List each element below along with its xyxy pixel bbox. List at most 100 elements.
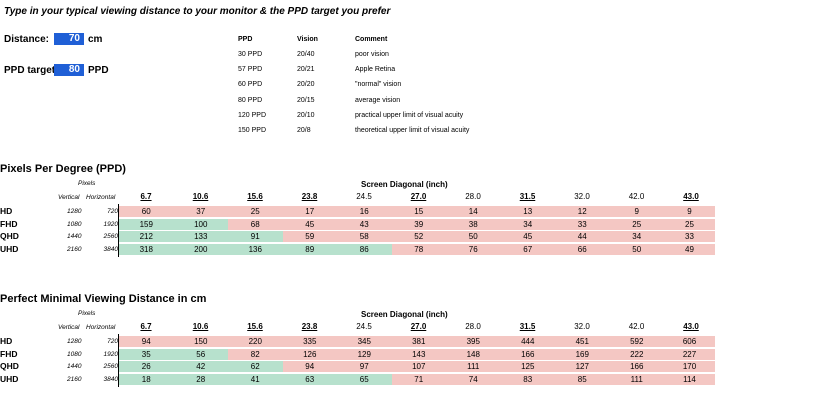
table-cell: 34 (609, 231, 664, 243)
ref-cell-comment: poor vision (355, 51, 389, 58)
screen-size-header: 31.5 (519, 192, 536, 201)
ref-cell-ppd: 120 PPD (238, 111, 267, 119)
horizontal-label: Horizontal (86, 324, 116, 331)
table-cell: 100 (173, 218, 228, 230)
row-label-fhd: FHD (0, 348, 18, 359)
ref-cell-comment: practical upper limit of visual acuity (355, 111, 464, 119)
ppd-target-input[interactable]: 80 (54, 64, 84, 76)
table-cell: 345 (337, 336, 392, 347)
table-cell: 12 (555, 206, 610, 217)
table-cell: 71 (391, 374, 446, 386)
ref-cell-vision: 20/20 (297, 81, 315, 89)
row-label-uhd: UHD (0, 244, 19, 255)
table-cell: 381 (391, 336, 446, 347)
screen-size-header: 42.0 (628, 192, 645, 201)
table-cell: 28 (173, 374, 228, 386)
table-cell: 15 (391, 206, 446, 217)
ref-cell-vision: 20/15 (297, 96, 315, 104)
table-cell: 50 (609, 244, 664, 256)
ppd-target-unit: PPD (88, 65, 109, 76)
table-cell: 166 (500, 348, 555, 360)
table-cell: 34 (500, 218, 555, 230)
table-cell: 94 (119, 336, 174, 347)
table-cell: 220 (228, 336, 283, 347)
table-cell: 14 (446, 206, 501, 217)
screen-size-header: 23.8 (301, 322, 318, 331)
screen-size-header: 28.0 (465, 192, 481, 201)
table-cell: 227 (664, 348, 715, 360)
table-cell: 606 (664, 336, 715, 347)
horizontal-pixels: 720 (107, 208, 118, 215)
screen-size-header: 10.6 (192, 192, 209, 201)
table-cell: 169 (555, 348, 610, 360)
table-cell: 86 (337, 244, 392, 256)
table-cell: 83 (500, 374, 555, 386)
table-cell: 35 (119, 348, 174, 360)
screen-size-header: 28.0 (465, 322, 481, 331)
horizontal-pixels: 1920 (103, 350, 118, 358)
horizontal-pixels: 1920 (103, 220, 118, 228)
table-cell: 127 (555, 361, 610, 373)
intro-text: Type in your typical viewing distance to… (4, 6, 391, 17)
distance-input[interactable]: 70 (54, 33, 84, 45)
table-cell: 62 (228, 361, 283, 373)
screen-size-header: 42.0 (628, 322, 645, 331)
row-label-hd: HD (0, 336, 13, 346)
table-cell: 13 (500, 206, 555, 217)
table-cell: 592 (609, 336, 664, 347)
vertical-pixels: 1080 (67, 220, 82, 228)
table-cell: 143 (391, 348, 446, 360)
ppd-target-label: PPD target: (4, 65, 59, 76)
table-cell: 129 (337, 348, 392, 360)
table-cell: 148 (446, 348, 501, 360)
row-label-hd: HD (0, 206, 13, 216)
table-cell: 74 (446, 374, 501, 386)
ref-cell-ppd: 30 PPD (238, 51, 263, 58)
table-cell: 56 (173, 348, 228, 360)
table-cell: 318 (119, 244, 174, 256)
table-cell: 222 (609, 348, 664, 360)
horizontal-pixels: 2560 (103, 233, 118, 241)
ref-cell-comment: "normal" vision (355, 81, 402, 89)
ref-cell-ppd: 57 PPD (238, 66, 263, 74)
ref-cell-comment: theoretical upper limit of visual acuity (355, 127, 470, 134)
ref-header-vision: Vision (297, 36, 318, 43)
screen-size-header: 27.0 (410, 322, 427, 331)
vertical-pixels: 1080 (67, 350, 82, 358)
table-cell: 170 (664, 361, 715, 373)
row-label-qhd: QHD (0, 231, 19, 242)
table-cell: 38 (446, 218, 501, 230)
table-cell: 76 (446, 244, 501, 256)
table-cell: 444 (500, 336, 555, 347)
screen-size-header: 24.5 (356, 322, 372, 331)
vertical-pixels: 1440 (67, 363, 82, 371)
table-cell: 33 (664, 231, 715, 243)
table-cell: 42 (173, 361, 228, 373)
screen-size-header: 6.7 (140, 322, 152, 331)
table-cell: 63 (282, 374, 337, 386)
screen-size-header: 23.8 (301, 192, 318, 201)
table-cell: 50 (446, 231, 501, 243)
table-cell: 25 (609, 218, 664, 230)
table-cell: 200 (173, 244, 228, 256)
pixels-label: Pixels (78, 180, 96, 187)
table-cell: 126 (282, 348, 337, 360)
table-cell: 18 (119, 374, 174, 386)
table-cell: 66 (555, 244, 610, 256)
screen-size-header: 31.5 (519, 322, 536, 331)
table-cell: 9 (664, 206, 715, 217)
vertical-label: Vertical (58, 194, 80, 201)
table-cell: 17 (282, 206, 337, 217)
table-cell: 45 (282, 218, 337, 230)
table-cell: 9 (609, 206, 664, 217)
table-cell: 52 (391, 231, 446, 243)
table-cell: 25 (228, 206, 283, 217)
table-cell: 89 (282, 244, 337, 256)
vertical-pixels: 1440 (67, 233, 82, 241)
table-cell: 68 (228, 218, 283, 230)
table-cell: 78 (391, 244, 446, 256)
table-cell: 16 (337, 206, 392, 217)
table-cell: 114 (664, 374, 715, 386)
screen-size-header: 43.0 (683, 192, 699, 201)
pixels-label: Pixels (78, 310, 96, 317)
